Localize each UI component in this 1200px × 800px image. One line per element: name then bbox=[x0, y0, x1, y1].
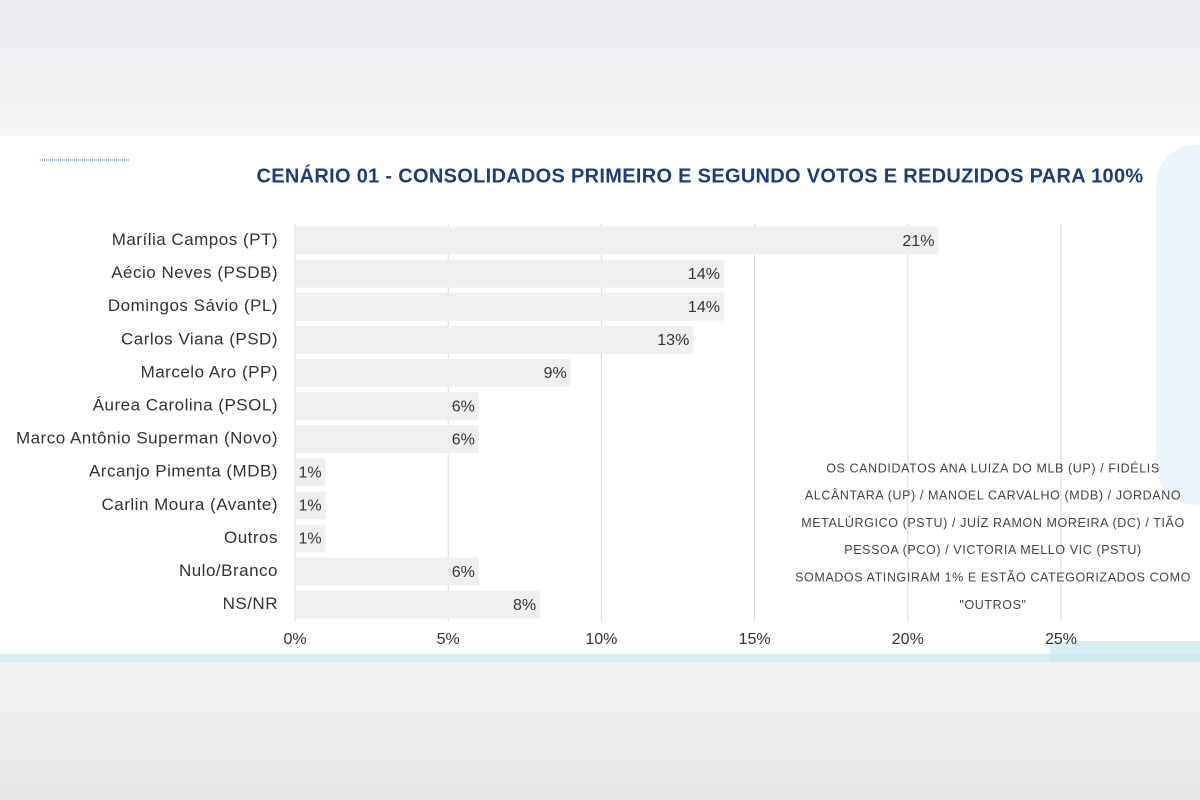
x-tick-label: 25% bbox=[1045, 631, 1077, 648]
bar bbox=[295, 425, 479, 454]
value-label: 14% bbox=[688, 266, 720, 283]
annotation-line: PESSOA (PCO) / VICTORIA MELLO VIC (PSTU) bbox=[844, 543, 1141, 557]
value-label: 9% bbox=[544, 365, 567, 382]
annotation-line: SOMADOS ATINGIRAM 1% E ESTÃO CATEGORIZAD… bbox=[795, 570, 1191, 584]
category-label: Marcelo Aro (PP) bbox=[141, 362, 278, 381]
category-label: Outros bbox=[224, 528, 278, 547]
bar bbox=[295, 590, 541, 619]
background-bottom bbox=[0, 660, 1200, 800]
value-label: 8% bbox=[513, 597, 536, 614]
x-tick-label: 20% bbox=[892, 631, 924, 648]
decor-strip bbox=[1050, 641, 1200, 662]
x-tick-label: 0% bbox=[283, 631, 306, 648]
bar bbox=[295, 458, 326, 487]
x-tick-label: 10% bbox=[585, 631, 617, 648]
bar bbox=[295, 524, 326, 553]
category-label: Marília Campos (PT) bbox=[112, 230, 278, 249]
annotation-line: "OUTROS" bbox=[959, 598, 1026, 612]
annotation-line: OS CANDIDATOS ANA LUIZA DO MLB (UP) / FI… bbox=[826, 460, 1160, 475]
annotation-line: METALÚRGICO (PSTU) / JUÍZ RAMON MOREIRA … bbox=[801, 515, 1185, 530]
category-label: Domingos Sávio (PL) bbox=[108, 296, 278, 315]
chart-title: CENÁRIO 01 - CONSOLIDADOS PRIMEIRO E SEG… bbox=[257, 164, 1144, 187]
bar bbox=[295, 358, 571, 387]
category-label: Carlos Viana (PSD) bbox=[121, 329, 278, 348]
value-label: 21% bbox=[902, 233, 934, 250]
value-label: 1% bbox=[299, 464, 322, 481]
card bbox=[0, 136, 1200, 660]
bar bbox=[295, 292, 724, 321]
x-tick-label: 15% bbox=[739, 631, 771, 648]
value-label: 6% bbox=[452, 398, 475, 415]
decor-strip bbox=[0, 654, 1200, 662]
value-label: 1% bbox=[299, 531, 322, 548]
value-label: 1% bbox=[299, 498, 322, 515]
decor-shape bbox=[1156, 145, 1200, 505]
value-label: 6% bbox=[452, 431, 475, 448]
bar bbox=[295, 491, 326, 520]
category-label: Nulo/Branco bbox=[179, 561, 278, 580]
bar bbox=[295, 557, 479, 586]
background-top bbox=[0, 0, 1200, 136]
bar bbox=[295, 259, 724, 288]
x-tick-label: 5% bbox=[437, 631, 460, 648]
category-label: Áurea Carolina (PSOL) bbox=[93, 396, 278, 415]
value-label: 13% bbox=[657, 332, 689, 349]
bar bbox=[295, 325, 694, 354]
annotation-line: ALCÂNTARA (UP) / MANOEL CARVALHO (MDB) /… bbox=[805, 488, 1181, 503]
plot: 0% 5% 10% 15% 20% 25% Marília Campos (PT) 21% Aé… bbox=[16, 224, 1191, 648]
value-label: 14% bbox=[688, 299, 720, 316]
bar bbox=[295, 392, 479, 421]
category-label: Marco Antônio Superman (Novo) bbox=[16, 429, 278, 448]
category-label: Arcanjo Pimenta (MDB) bbox=[89, 462, 278, 481]
category-label: NS/NR bbox=[223, 594, 278, 613]
category-label: Aécio Neves (PSDB) bbox=[111, 263, 278, 282]
bar bbox=[295, 226, 939, 255]
category-label: Carlin Moura (Avante) bbox=[102, 495, 278, 514]
value-label: 6% bbox=[452, 564, 475, 581]
